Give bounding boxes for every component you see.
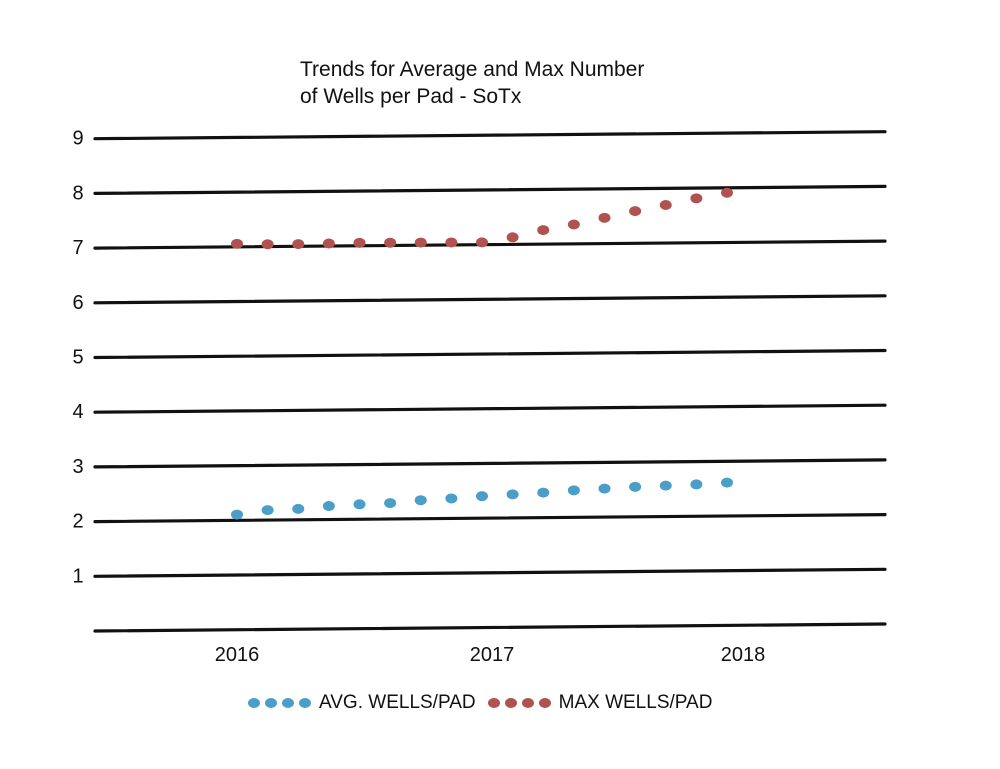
data-point-avg	[476, 491, 488, 502]
data-point-max	[506, 232, 519, 243]
legend-max-label: MAX WELLS/PAD	[558, 692, 713, 713]
chart-title-line-1: Trends for Average and Max Number	[300, 58, 645, 81]
gridline	[93, 348, 887, 360]
data-point-avg	[537, 487, 550, 498]
data-point-max	[445, 237, 458, 248]
gridline	[93, 622, 887, 633]
data-point-avg	[567, 485, 580, 496]
gridlines	[93, 130, 887, 633]
gridline	[93, 130, 887, 141]
legend-max-dot	[487, 698, 500, 708]
y-tick-label: 6	[72, 292, 83, 314]
legend-avg-dot	[248, 698, 260, 708]
data-point-max	[322, 238, 335, 249]
data-point-avg	[322, 501, 335, 512]
legend-avg-label: AVG. WELLS/PAD	[319, 692, 476, 713]
legend-avg-dot	[299, 698, 311, 708]
legend-avg-dot	[265, 698, 277, 708]
chart-title: Trends for Average and Max Number of Wel…	[300, 56, 644, 110]
data-point-avg	[292, 503, 305, 514]
y-tick-label: 1	[72, 565, 83, 587]
x-tick-label: 2018	[721, 644, 766, 666]
data-point-avg	[690, 479, 703, 490]
data-point-max	[384, 237, 397, 248]
legend-avg-dot	[282, 698, 294, 708]
gridline	[93, 239, 887, 250]
series-layer	[231, 187, 733, 520]
data-point-max	[231, 238, 243, 249]
data-point-max	[659, 200, 672, 211]
x-tick-label: 2016	[215, 644, 260, 666]
y-tick-label: 4	[72, 401, 83, 423]
legend-entry-avg: AVG. WELLS/PAD	[248, 692, 476, 714]
data-point-max	[292, 239, 305, 250]
data-point-max	[537, 225, 550, 236]
data-point-avg	[353, 499, 366, 510]
data-point-avg	[231, 509, 243, 520]
y-tick-label: 3	[72, 456, 83, 478]
gridline	[93, 458, 887, 469]
gridline	[93, 513, 887, 524]
legend-max-dot	[538, 698, 551, 708]
data-point-max	[721, 187, 733, 198]
data-point-max	[690, 193, 703, 204]
x-tick-labels: 2016 2017 2018	[215, 644, 766, 666]
gridline	[93, 294, 887, 305]
gridline	[93, 184, 887, 195]
series-avg	[231, 477, 733, 520]
y-tick-label: 5	[72, 347, 83, 369]
data-point-avg	[598, 483, 611, 494]
data-point-avg	[506, 489, 519, 500]
y-tick-label: 7	[72, 237, 83, 259]
data-point-avg	[629, 481, 642, 492]
data-point-max	[476, 237, 488, 248]
legend-max-dot	[504, 698, 517, 708]
data-point-avg	[445, 493, 458, 504]
x-tick-label: 2017	[470, 644, 515, 666]
data-point-avg	[414, 495, 427, 506]
data-point-max	[629, 206, 642, 217]
data-point-avg	[721, 477, 733, 488]
gridline	[93, 567, 887, 578]
legend: AVG. WELLS/PAD MAX WELLS/PAD	[248, 692, 724, 714]
gridline	[93, 403, 887, 414]
y-tick-label: 9	[72, 128, 83, 150]
data-point-max	[353, 237, 366, 248]
legend-max-dot	[521, 698, 534, 708]
data-point-max	[598, 212, 611, 223]
legend-entry-max: MAX WELLS/PAD	[487, 692, 713, 714]
y-tick-labels: 1 2 3 4 5 6 7 8 9	[72, 128, 83, 588]
data-point-avg	[384, 498, 397, 509]
chart-title-line-2: of Wells per Pad - SoTx	[300, 85, 522, 108]
legend-avg-marker	[248, 698, 311, 708]
data-point-max	[414, 237, 427, 248]
data-point-avg	[659, 480, 672, 491]
series-max	[231, 187, 733, 250]
legend-max-marker	[487, 698, 551, 708]
y-tick-label: 8	[72, 182, 83, 204]
data-point-avg	[261, 505, 274, 516]
data-point-max	[567, 219, 580, 230]
data-point-max	[261, 239, 274, 250]
y-tick-label: 2	[72, 511, 83, 533]
